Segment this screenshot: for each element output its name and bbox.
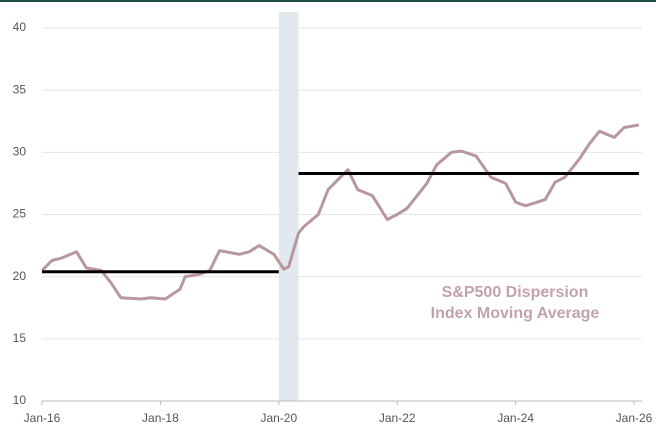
x-tick-label: Jan-22	[379, 411, 416, 425]
x-tick-label: Jan-24	[497, 411, 534, 425]
y-tick-label: 30	[13, 145, 27, 159]
y-tick-label: 35	[13, 82, 27, 96]
annotation: S&P500 Dispersion	[442, 284, 589, 301]
x-tick-label: Jan-18	[142, 411, 179, 425]
annotation: Index Moving Average	[431, 305, 600, 322]
x-tick-label: Jan-26	[616, 411, 653, 425]
y-tick-label: 25	[13, 207, 27, 221]
y-tick-label: 10	[13, 393, 27, 407]
x-tick-label: Jan-16	[24, 411, 61, 425]
shaded-span	[278, 12, 299, 401]
y-tick-label: 15	[13, 331, 27, 345]
series-line	[40, 123, 640, 301]
y-tick-label: 20	[13, 269, 27, 283]
y-tick-label: 40	[13, 20, 27, 34]
x-tick-label: Jan-20	[260, 411, 297, 425]
